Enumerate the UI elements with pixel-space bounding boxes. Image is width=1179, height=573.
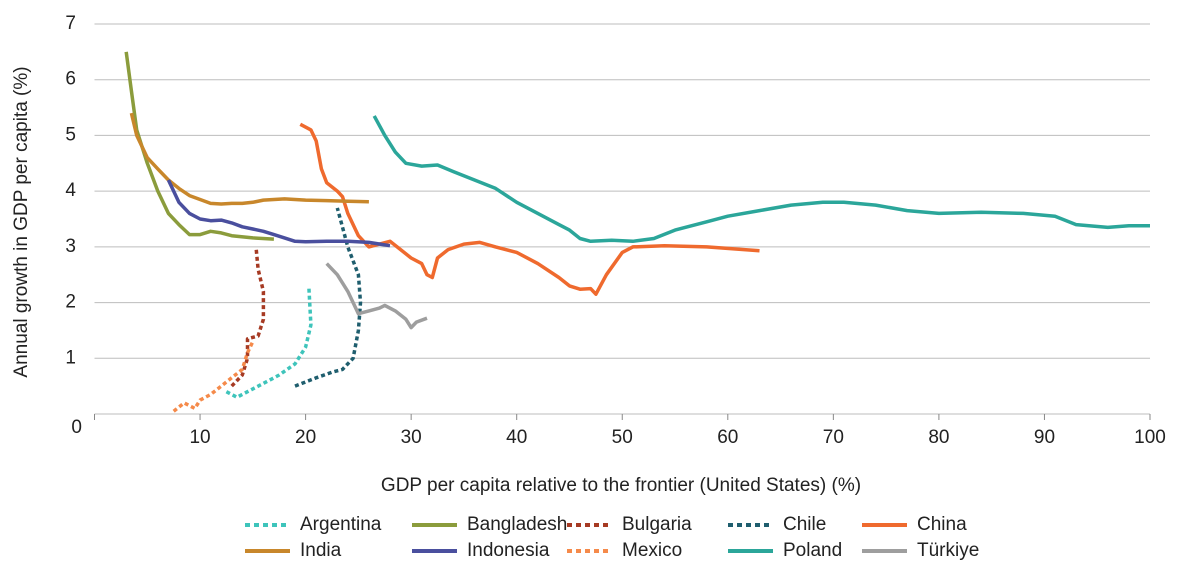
- legend-label: Bangladesh: [467, 514, 567, 535]
- x-tick-label: 70: [823, 427, 844, 448]
- x-tick-label: 20: [295, 427, 316, 448]
- x-tick-label: 50: [612, 427, 633, 448]
- series-line: [294, 207, 363, 388]
- legend-label: Argentina: [300, 514, 382, 535]
- x-axis-label: GDP per capita relative to the frontier …: [381, 475, 861, 496]
- legend-label: China: [917, 514, 967, 535]
- x-tick-label: 90: [1034, 427, 1055, 448]
- series-line: [166, 179, 391, 248]
- y-tick-label: 7: [65, 13, 76, 34]
- x-tick-label: 80: [928, 427, 949, 448]
- y-tick-label: 6: [65, 69, 76, 90]
- legend-label: Bulgaria: [622, 514, 692, 535]
- legend-label: Mexico: [622, 540, 682, 561]
- series-line: [172, 340, 255, 413]
- series-line: [230, 246, 266, 388]
- y-axis-label: Annual growth in GDP per capita (%): [11, 66, 32, 377]
- legend-label: Poland: [783, 540, 842, 561]
- y-tick-label: 1: [65, 347, 76, 368]
- series-line: [299, 122, 760, 296]
- y-tick-label: 5: [65, 124, 76, 145]
- series-line: [129, 112, 369, 206]
- x-tick-label: 100: [1134, 427, 1166, 448]
- series-line: [325, 262, 428, 330]
- series-line: [225, 285, 313, 400]
- x-tick-label: 10: [189, 427, 210, 448]
- legend-label: Chile: [783, 514, 826, 535]
- x-tick-label: 40: [506, 427, 527, 448]
- legend-label: India: [300, 540, 342, 561]
- y-tick-label: 0: [71, 417, 82, 438]
- y-tick-label: 2: [65, 292, 76, 313]
- x-tick-label: 60: [717, 427, 738, 448]
- legend-label: Indonesia: [467, 540, 550, 561]
- legend-label: Türkiye: [917, 540, 979, 561]
- y-tick-label: 3: [65, 236, 76, 257]
- x-tick-label: 30: [401, 427, 422, 448]
- y-tick-label: 4: [65, 180, 76, 201]
- series-line: [372, 115, 1150, 244]
